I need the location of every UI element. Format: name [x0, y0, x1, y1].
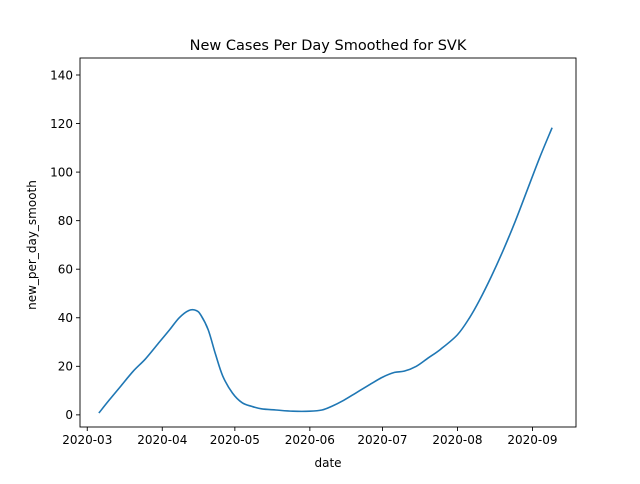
- y-axis-label: new_per_day_smooth: [25, 180, 39, 310]
- y-tick-label: 140: [50, 68, 73, 82]
- x-tick-label: 2020-09: [507, 433, 557, 447]
- x-tick-label: 2020-08: [432, 433, 482, 447]
- x-tick-label: 2020-06: [285, 433, 335, 447]
- x-tick-label: 2020-07: [357, 433, 407, 447]
- y-tick-label: 0: [65, 408, 73, 422]
- y-axis: 0 20 40 60 80 100 120 140: [50, 68, 80, 422]
- x-tick-label: 2020-03: [62, 433, 112, 447]
- x-axis-label: date: [314, 456, 341, 470]
- x-tick-label: 2020-05: [210, 433, 260, 447]
- x-axis: 2020-03 2020-04 2020-05 2020-06 2020-07 2020-…: [62, 427, 558, 447]
- x-tick-label: 2020-04: [137, 433, 187, 447]
- y-tick-label: 120: [50, 117, 73, 131]
- plot-area: [79, 57, 577, 428]
- y-tick-label: 20: [58, 360, 73, 374]
- y-tick-label: 80: [58, 214, 73, 228]
- series-line-0: [98, 127, 553, 414]
- plot-frame: [79, 57, 577, 428]
- y-tick-label: 60: [58, 263, 73, 277]
- chart-title: New Cases Per Day Smoothed for SVK: [190, 38, 467, 54]
- y-tick-label: 40: [58, 311, 73, 325]
- y-tick-label: 100: [50, 165, 73, 179]
